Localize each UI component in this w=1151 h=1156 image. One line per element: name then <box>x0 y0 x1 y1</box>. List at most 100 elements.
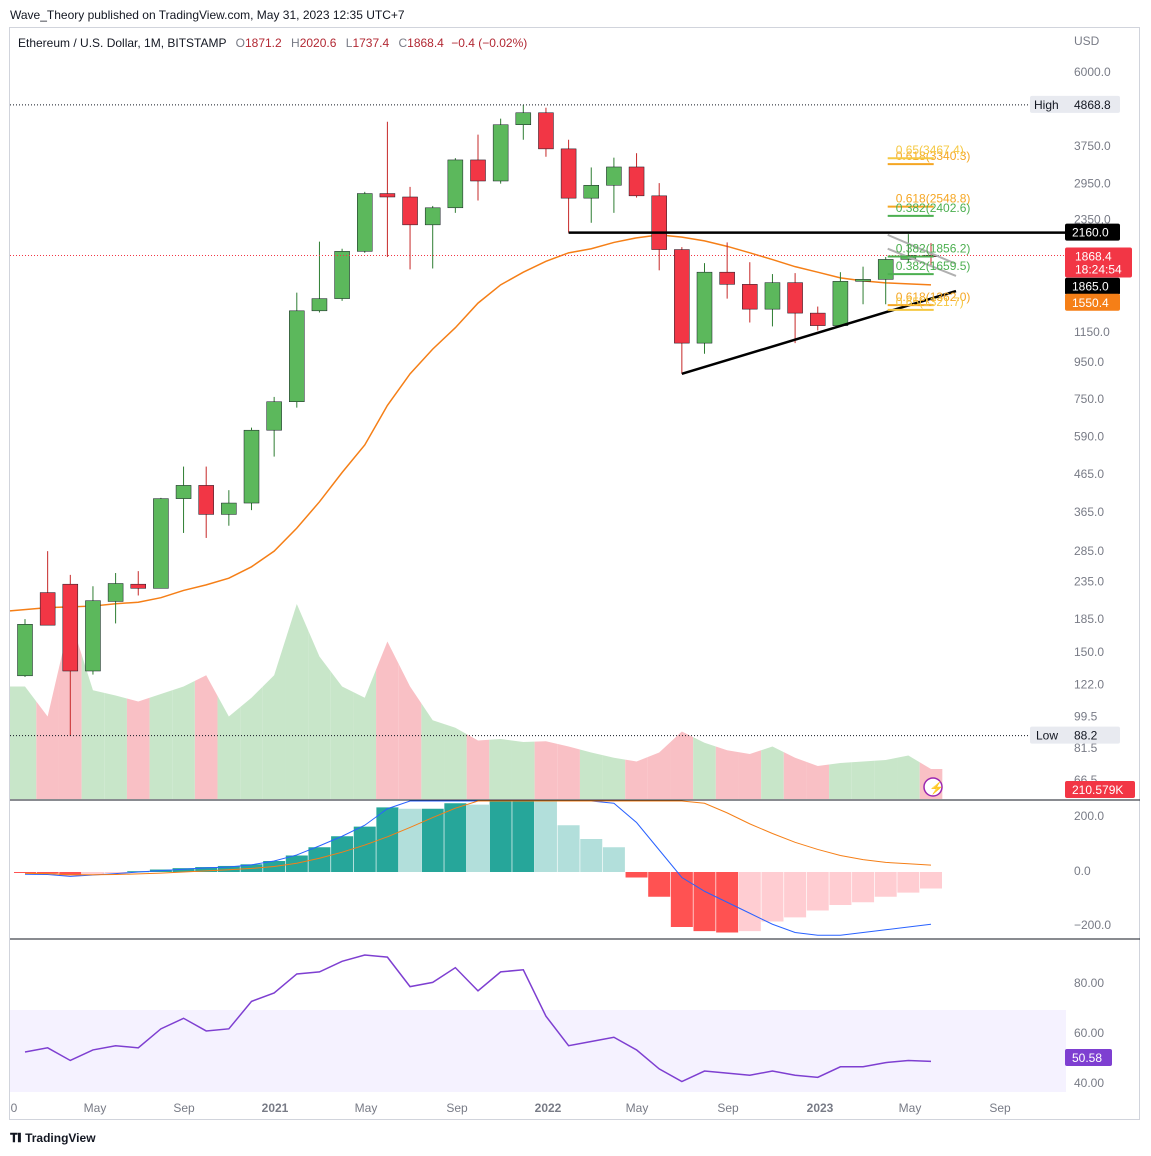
price-tick-label: 185.0 <box>1074 612 1104 626</box>
fib-level-label: 0.382(1856.2) <box>896 241 971 255</box>
macd-signal-line <box>24 800 932 876</box>
fib-level-label: 0.65(1321.7) <box>896 295 964 309</box>
rsi-band <box>10 1010 1066 1092</box>
publisher-line: Wave_Theory published on TradingView.com… <box>10 8 405 22</box>
candle-body <box>719 271 735 285</box>
volume-area-segment <box>308 630 331 799</box>
volume-area-segment <box>874 757 898 799</box>
rsi-tick-label: 40.00 <box>1074 1076 1104 1090</box>
chart-legend[interactable]: Ethereum / U.S. Dollar, 1M, BITSTAMP O18… <box>18 36 527 50</box>
high-key: H <box>291 36 300 50</box>
open-key: O <box>235 36 245 50</box>
footer-brand[interactable]: 𝐓❙ TradingView <box>10 1131 96 1146</box>
rsi-value-label: 50.58 <box>1072 1051 1102 1065</box>
candle-body <box>243 429 260 504</box>
macd-histogram-bar <box>172 868 195 872</box>
macd-histogram-bar <box>489 801 512 872</box>
countdown-label: 18:24:54 <box>1075 262 1122 276</box>
chart-frame <box>9 27 1140 1120</box>
time-tick-label: 0 <box>11 1101 18 1115</box>
candle-body <box>62 583 79 672</box>
time-tick-label: Sep <box>989 1101 1011 1115</box>
high-marker-label: High <box>1034 98 1059 112</box>
volume-area-segment <box>557 743 580 799</box>
open-value: 1871.2 <box>244 36 282 50</box>
macd-tick-label: 0.0 <box>1074 864 1091 878</box>
volume-area-segment <box>715 746 739 799</box>
macd-histogram-bar <box>806 872 829 911</box>
candle-body <box>764 282 781 310</box>
volume-area-segment <box>783 752 807 799</box>
volume-area-segment <box>330 671 354 799</box>
symbol-label: Ethereum / U.S. Dollar, 1M, BITSTAMP <box>18 36 227 50</box>
moving-average-line <box>9 234 932 612</box>
candle-body <box>130 583 146 589</box>
low-marker-value: 88.2 <box>1074 729 1098 743</box>
close-value: 1868.4 <box>407 36 444 50</box>
volume-area-segment <box>444 724 467 799</box>
macd-histogram-bar <box>285 855 308 872</box>
volume-area-segment <box>376 641 399 799</box>
time-tick-label: 2022 <box>535 1101 562 1115</box>
last-price-tag <box>1065 247 1132 278</box>
macd-histogram-bar <box>557 825 580 872</box>
volume-area-segment <box>81 654 105 799</box>
volume-area-segment <box>466 734 490 799</box>
low-marker-label: Low <box>1036 729 1058 743</box>
level-1865-label: 1865.0 <box>1072 280 1109 294</box>
price-axis[interactable]: USD 6000.0 3750.0 2950.0 2350.0 1150.0 950.0 75… <box>1030 34 1135 1090</box>
time-axis[interactable]: 0 May Sep 2021 May Sep 2022 May Sep 2023 May Sep <box>11 1101 1011 1115</box>
time-tick-label: Sep <box>717 1101 739 1115</box>
volume-area-segment <box>851 760 875 799</box>
volume-value-tag <box>1065 781 1135 798</box>
projection-line <box>887 233 957 265</box>
volume-area-segment <box>104 692 127 799</box>
price-tick-label: 590.0 <box>1074 430 1104 444</box>
volume-area-segment <box>194 675 218 799</box>
candle-body <box>153 498 169 589</box>
price-tick-label: 6000.0 <box>1074 65 1111 79</box>
candle-body <box>742 284 758 310</box>
low-key: L <box>345 36 353 50</box>
price-tick-label: 2950.0 <box>1074 177 1111 191</box>
volume-area-segment <box>489 739 512 799</box>
time-tick-label: May <box>899 1101 922 1115</box>
volume-area-segment <box>602 755 626 799</box>
moving-average-value-tag <box>1065 293 1120 311</box>
candle-body <box>877 259 894 280</box>
tradingview-logo-icon: 𝐓❙ <box>10 1131 22 1145</box>
macd-histogram-bar <box>467 804 489 872</box>
candles-layer <box>17 104 939 736</box>
macd-histogram-bar <box>920 872 942 889</box>
candle-body <box>674 249 690 344</box>
time-tick-label: 2021 <box>262 1101 289 1115</box>
price-tick-label: 122.0 <box>1074 678 1104 692</box>
volume-area-segment <box>534 741 558 799</box>
candle-body <box>832 281 849 326</box>
price-tick-label: 2350.0 <box>1074 212 1111 226</box>
candle-body <box>198 485 214 515</box>
candle-body <box>606 166 622 186</box>
macd-histogram-bar <box>331 836 354 872</box>
volume-area-segment <box>149 690 173 799</box>
volume-area-segment <box>285 604 309 799</box>
close-key: C <box>398 36 408 50</box>
volume-area-segment <box>670 731 694 799</box>
macd-histogram-bar <box>625 872 648 878</box>
fib-level-label: 0.618(1362.0) <box>896 290 971 304</box>
volume-area-segment <box>240 686 263 799</box>
volume-area-segment <box>829 762 852 799</box>
candle-body <box>17 624 33 677</box>
macd-histogram-bar <box>59 872 82 876</box>
macd-histogram-bar <box>376 807 399 872</box>
low-marker-tag <box>1030 726 1120 744</box>
macd-histogram-bar <box>580 839 603 872</box>
macd-histogram-bar <box>36 872 59 874</box>
macd-histogram-bar <box>421 808 444 872</box>
price-tick-label: 365.0 <box>1074 505 1104 519</box>
macd-histogram-bar <box>852 872 875 903</box>
projection-line <box>887 247 957 277</box>
macd-layer <box>14 800 942 936</box>
fib-level-label: 0.65(3467.4) <box>896 143 964 157</box>
